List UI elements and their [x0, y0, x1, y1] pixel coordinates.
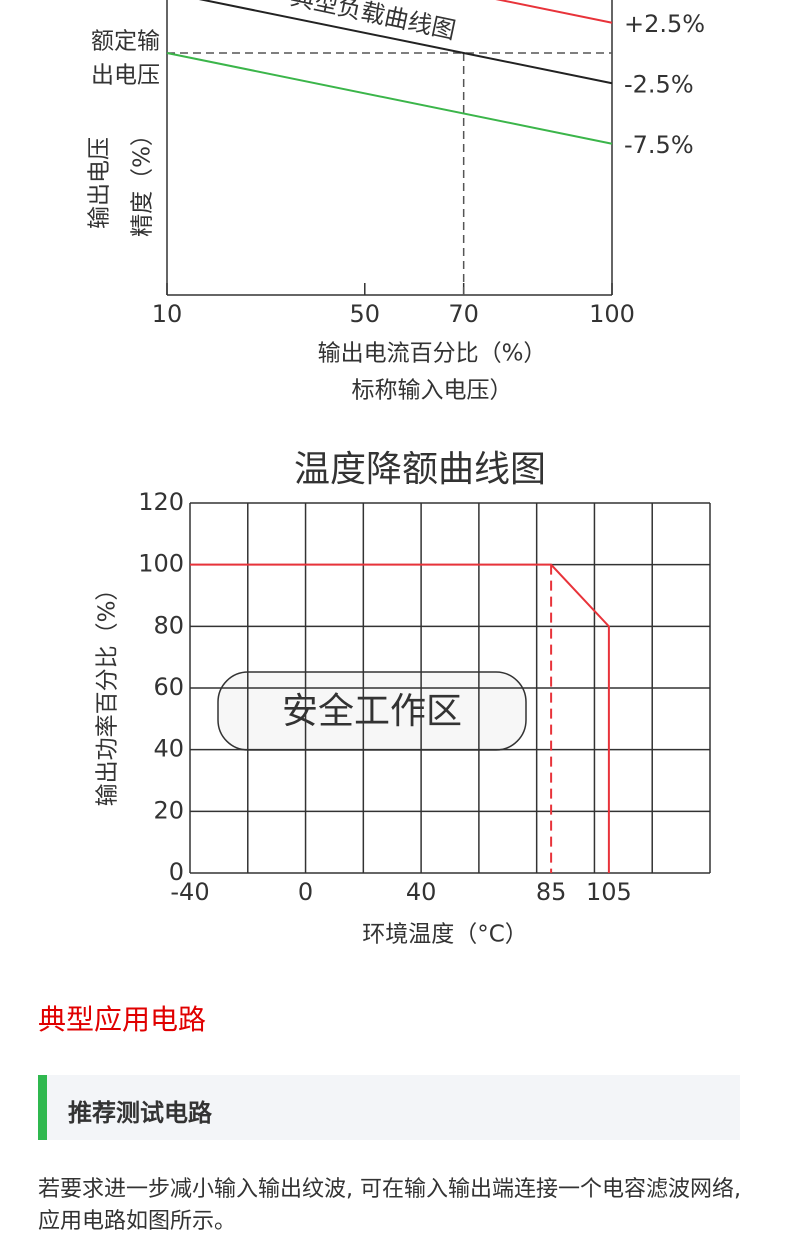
y-tick-label: 0 — [169, 858, 184, 886]
section-title: 典型应用电路 — [38, 1003, 207, 1036]
series-line — [166, 52, 613, 145]
y-tick-label: 100 — [138, 550, 184, 578]
x-tick-label: 70 — [448, 300, 479, 328]
x-tick-label: 85 — [536, 878, 567, 906]
x-tick-label: -40 — [170, 878, 209, 906]
x-tick-label: 10 — [152, 300, 183, 328]
end-label: +2.5% — [624, 10, 705, 38]
charts: 10 50 70 100+2.5%-2.5%-7.5%020406080100120-… — [87, 0, 711, 948]
series-line — [198, 0, 613, 85]
y-tick-label: 120 — [138, 488, 184, 516]
chart-title: 温度降额曲线图 — [294, 449, 546, 490]
subsection: 推荐测试电路 — [38, 1075, 740, 1140]
x-tick-label: 40 — [406, 878, 437, 906]
x-tick-label: 105 — [586, 878, 632, 906]
x-tick-label: 100 — [589, 300, 635, 328]
x-axis-label: 环境温度（°C） — [362, 922, 528, 948]
x-axis-label: 标称输入电压） — [352, 378, 513, 404]
subsection-title: 推荐测试电路 — [68, 1099, 212, 1127]
end-label: -2.5% — [624, 70, 694, 98]
x-tick-label: 0 — [298, 878, 313, 906]
y-axis-label: 输出电压 — [87, 137, 113, 229]
y-tick-label: 20 — [153, 796, 184, 824]
paragraph: 若要求进一步减小输入输出纹波, 可在输入输出端连接一个电容滤波网络, 应用电路如… — [38, 1177, 741, 1234]
series-line — [495, 0, 613, 24]
y-axis-label: 精度（%） — [130, 123, 156, 237]
y-axis-label: 输出功率百分比（%） — [95, 578, 121, 807]
annotation: 安全工作区 — [282, 691, 462, 732]
x-tick-label: 50 — [350, 300, 381, 328]
series-line — [190, 563, 610, 873]
y-tick-label: 80 — [153, 611, 184, 639]
y-tick-label: 40 — [153, 735, 184, 763]
rated-label: 额定输 — [91, 29, 160, 55]
x-axis-label: 输出电流百分比（%） — [318, 341, 547, 367]
end-label: -7.5% — [624, 131, 694, 159]
rated-label: 出电压 — [91, 63, 160, 89]
y-tick-label: 60 — [153, 673, 184, 701]
accent-bar — [38, 1075, 47, 1140]
